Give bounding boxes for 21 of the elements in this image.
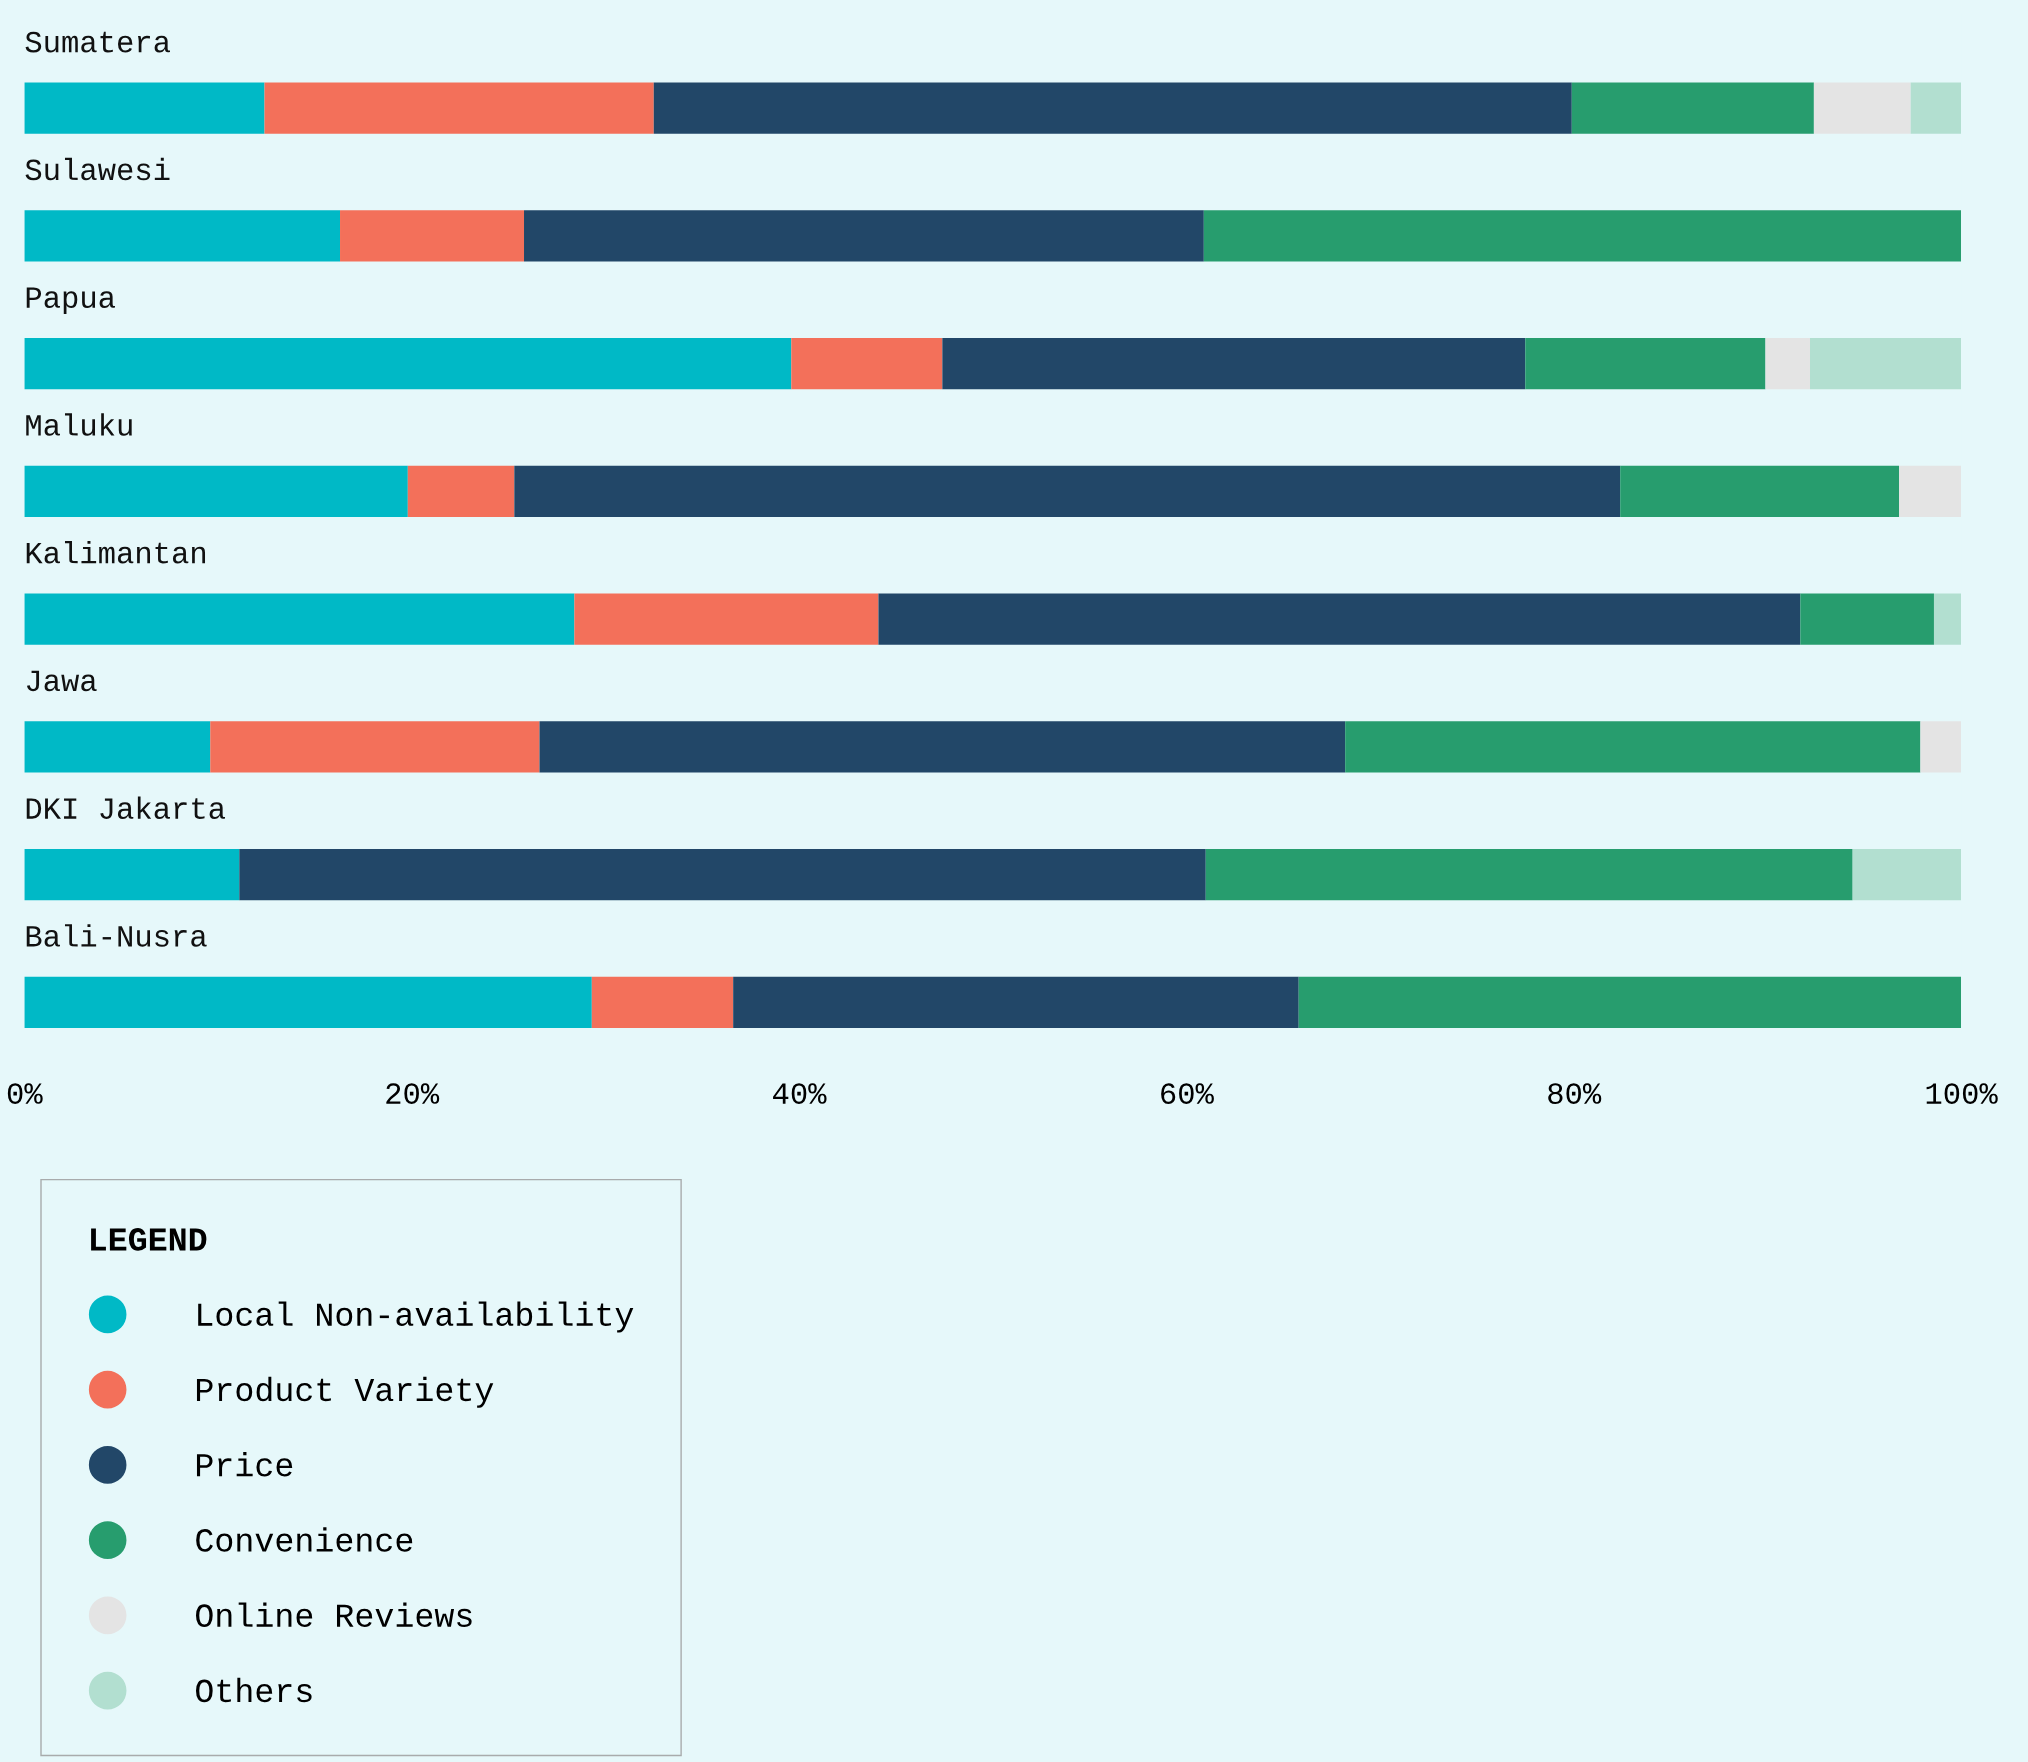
y-tick-label: Bali-Nusra (26, 924, 207, 947)
x-tick-label: 40% (773, 1083, 827, 1104)
legend-label: Convenience (196, 1527, 413, 1552)
y-tick-label: DKI Jakarta (26, 796, 226, 819)
y-tick-label: Maluku (26, 413, 132, 436)
x-tick-label: 60% (1161, 1083, 1214, 1104)
x-tick-label: 0% (7, 1083, 43, 1104)
y-tick-label: Sumatera (25, 31, 170, 53)
legend-label: Product Variety (196, 1376, 494, 1408)
y-tick-label: Papua (26, 287, 115, 314)
legend-label: Online Reviews (196, 1602, 472, 1627)
y-tick-label: Jawa (26, 670, 97, 692)
y-tick-label: Sulawesi (25, 157, 170, 181)
x-tick-label: 20% (386, 1083, 440, 1104)
legend-label: Others (196, 1677, 312, 1703)
y-tick-label: Kalimantan (26, 541, 206, 564)
legend-label: Local Non-availability (198, 1301, 634, 1333)
legend-label: Price (196, 1452, 293, 1477)
x-tick-label: 80% (1548, 1083, 1602, 1104)
x-tick-label: 100% (1926, 1083, 1998, 1104)
legend-title: LEGEND (91, 1228, 207, 1251)
